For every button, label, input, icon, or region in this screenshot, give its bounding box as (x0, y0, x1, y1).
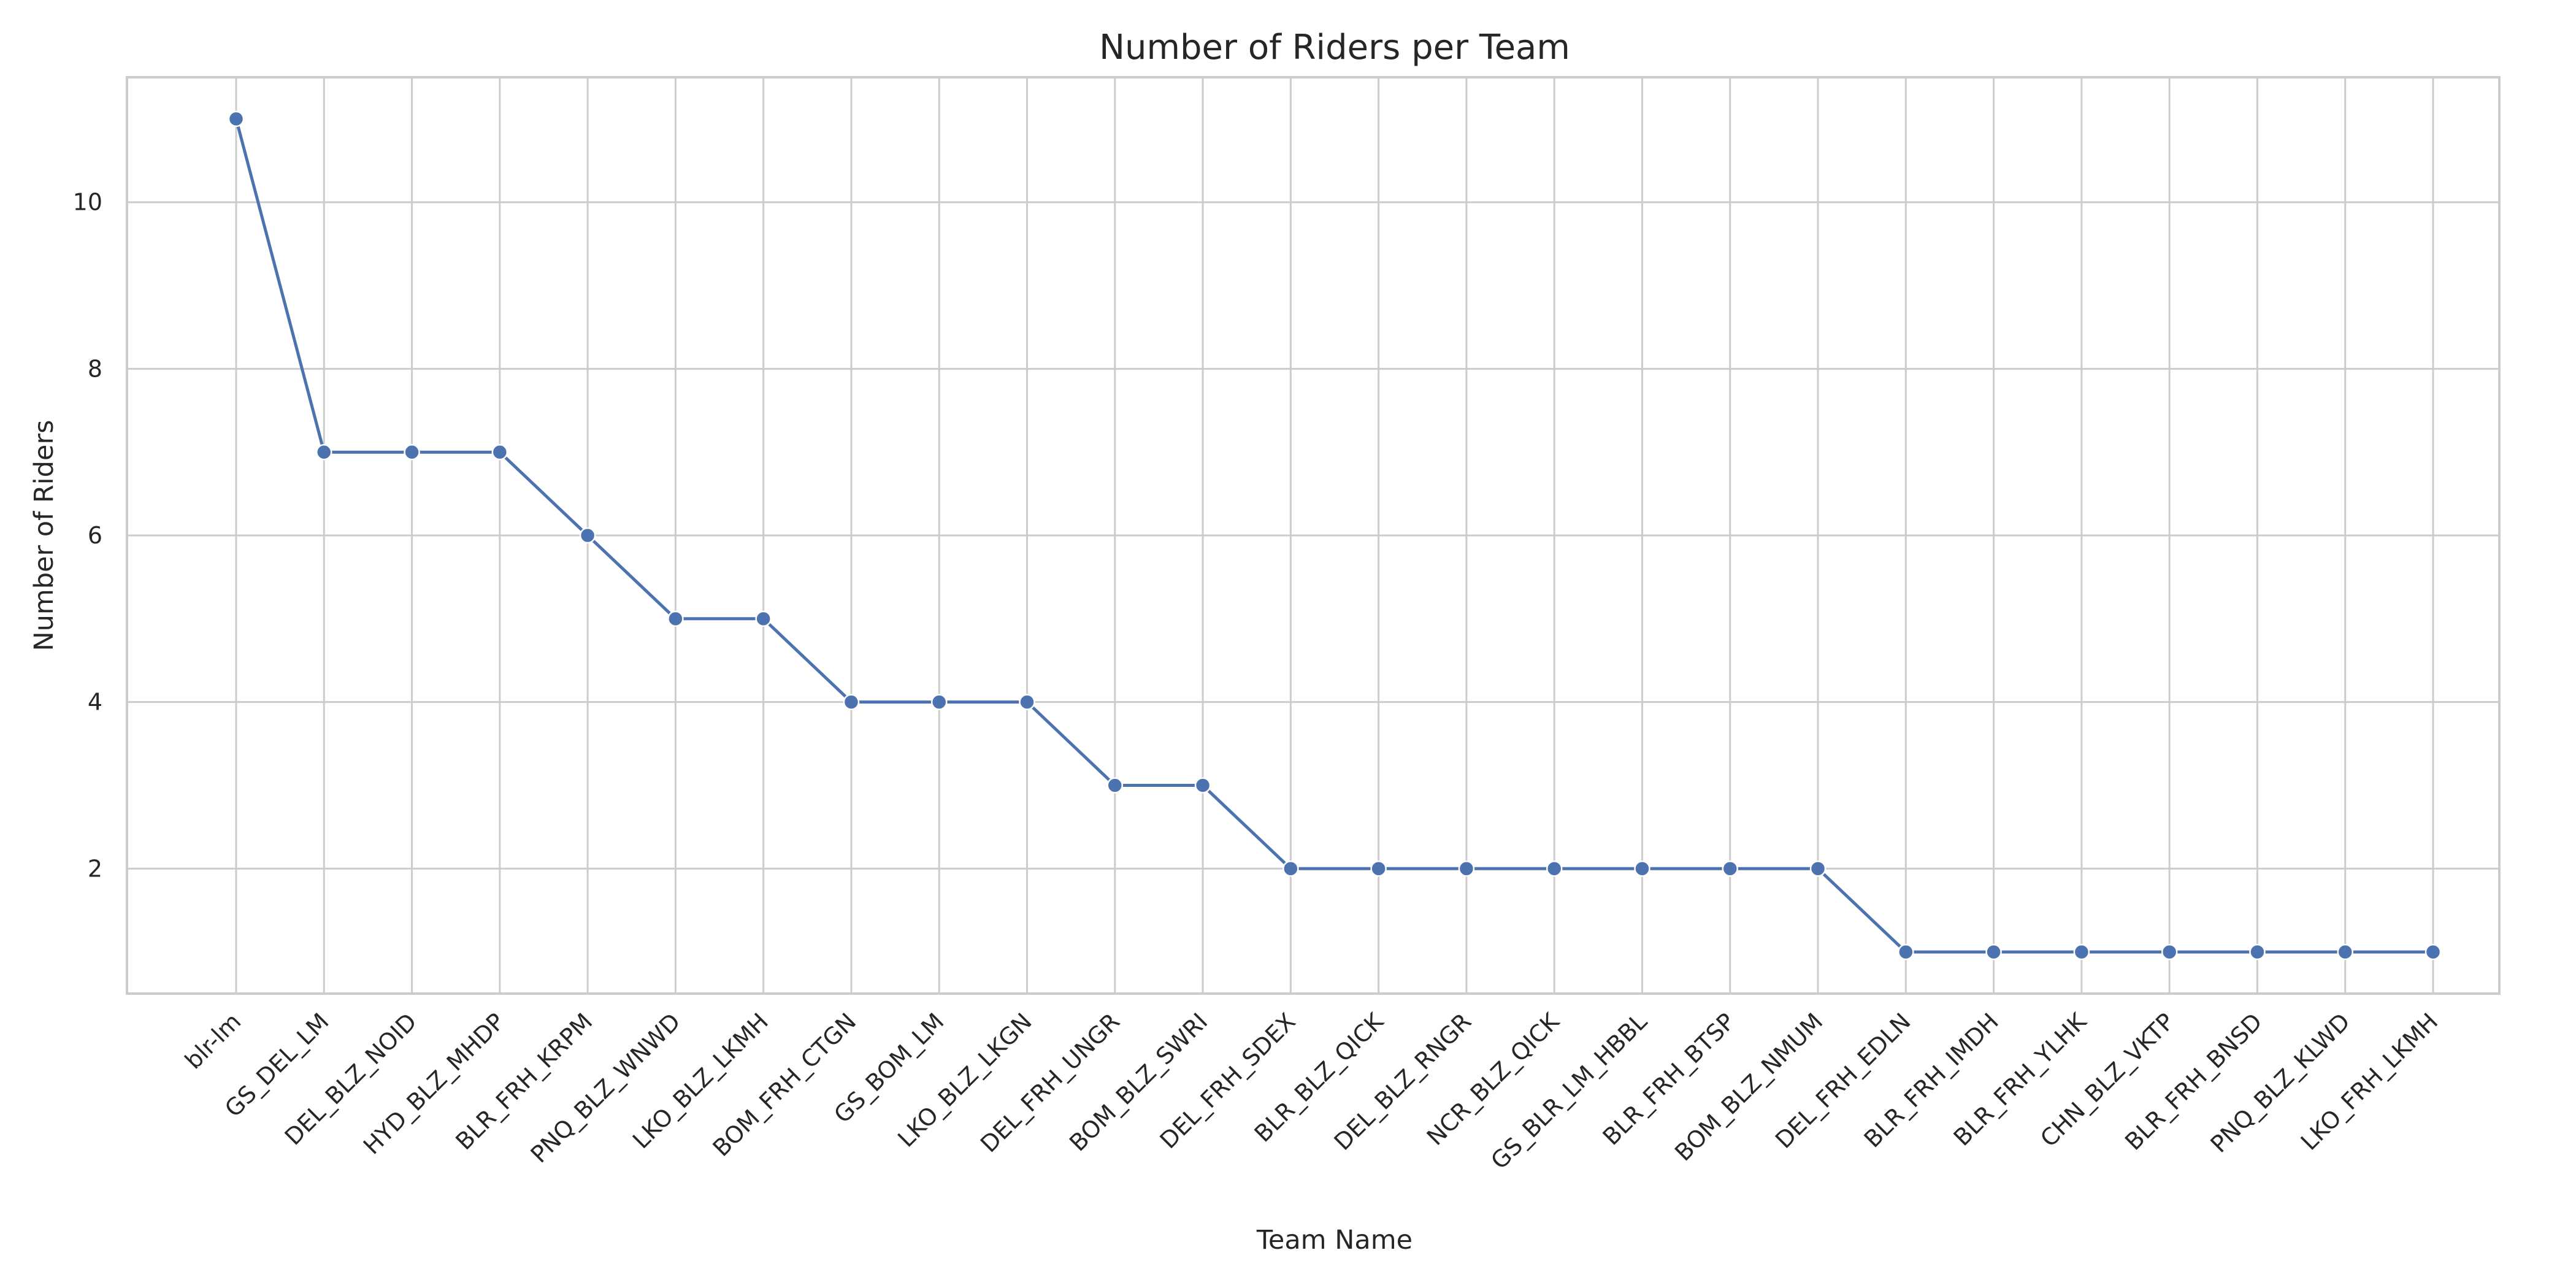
data-point (1106, 777, 1124, 794)
data-point (1370, 861, 1387, 877)
data-point (1985, 943, 2002, 960)
series-line (234, 118, 2433, 954)
data-point (1722, 861, 1739, 877)
x-tick-label: blr-lm (180, 1008, 246, 1074)
data-point (2425, 943, 2442, 960)
data-point (404, 443, 420, 461)
data-point (755, 610, 772, 627)
y-tick-label: 8 (88, 355, 102, 382)
data-point (1194, 777, 1211, 794)
data-point (1282, 861, 1299, 877)
y-tick-label: 10 (73, 189, 102, 216)
x-axis-ticks: blr-lmGS_DEL_LMDEL_BLZ_NOIDHYD_BLZ_MHDPB… (180, 1007, 2443, 1174)
data-point (579, 527, 596, 544)
y-axis-ticks: 2 4 6 8 10 (73, 189, 102, 883)
data-point (843, 694, 860, 710)
data-point (2337, 943, 2353, 960)
data-point (2073, 943, 2090, 960)
data-point (228, 110, 245, 128)
data-point (1809, 861, 1827, 877)
data-point (2161, 943, 2178, 960)
y-tick-label: 6 (88, 522, 102, 549)
y-tick-label: 2 (88, 855, 102, 882)
data-point (1898, 943, 1914, 960)
y-axis-label: Number of Riders (29, 420, 59, 651)
data-point (316, 443, 332, 461)
x-tick-label: GS_BLR_LM_HBBL (1485, 1008, 1652, 1175)
chart-title: Number of Riders per Team (1099, 28, 1570, 67)
y-tick-label: 4 (88, 689, 102, 716)
grid (127, 77, 2499, 994)
data-point (1458, 861, 1475, 877)
plot-frame (126, 76, 2501, 995)
data-point (667, 610, 684, 627)
data-points (228, 110, 2442, 960)
data-point (1634, 861, 1650, 877)
data-point (1019, 694, 1035, 710)
data-point (930, 694, 948, 710)
x-axis-label: Team Name (1256, 1225, 1413, 1255)
x-tick-label: BOM_BLZ_NMUM (1669, 1008, 1828, 1166)
data-point (491, 443, 508, 461)
data-point (2249, 943, 2266, 960)
x-tick-label: PNQ_BLZ_WNWD (526, 1008, 686, 1168)
data-point (1546, 861, 1563, 877)
